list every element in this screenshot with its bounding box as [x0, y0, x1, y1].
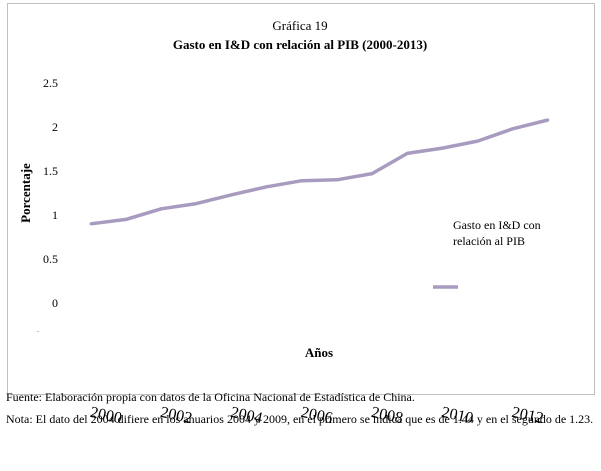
data-point: [546, 118, 550, 122]
y-tick-label: 2: [52, 120, 58, 134]
x-tick-label: 2006: [299, 404, 334, 427]
x-tick-label: 2008: [370, 404, 405, 427]
data-point: [335, 178, 339, 182]
chart-title: Gráfica 19: [272, 18, 327, 33]
series-layer: [89, 118, 550, 226]
x-axis-ticks: 2000 2002 2004 2006 2008 2010 2012: [89, 404, 546, 427]
chart-subtitle: Gasto en I&D con relación al PIB (2000-2…: [173, 37, 427, 52]
data-point: [511, 127, 515, 131]
data-point: [159, 207, 163, 211]
data-point: [265, 185, 269, 189]
footnote: Nota: El dato del 2004 difiere en los an…: [6, 412, 594, 426]
data-point: [230, 193, 234, 197]
x-tick-label: 2012: [510, 404, 545, 427]
x-tick-label: 2000: [89, 404, 124, 427]
legend-label-line2: relación al PIB: [453, 234, 525, 248]
data-point: [476, 139, 480, 143]
legend-label-line1: Gasto en I&D con: [453, 218, 541, 232]
data-point: [405, 151, 409, 155]
chart-frame: [7, 3, 595, 395]
chart-notes: Fuente: Elaboración propia con datos de …: [6, 386, 598, 430]
y-tick-label: 2.5: [43, 76, 58, 90]
y-axis-title: Porcentaje: [18, 163, 33, 223]
x-tick-label: 2004: [229, 404, 264, 427]
y-axis-ticks: 0 0.5 1 1.5 2 2.5: [43, 76, 58, 310]
data-point: [194, 202, 198, 206]
data-point: [124, 217, 128, 221]
x-tick-label: 2002: [159, 404, 194, 427]
source-note: Fuente: Elaboración propia con datos de …: [6, 390, 415, 404]
data-point: [89, 222, 93, 226]
series-line: [90, 118, 549, 226]
y-tick-label: 1: [52, 208, 58, 222]
y-tick-label: 1.5: [43, 164, 58, 178]
data-point: [300, 179, 304, 183]
y-tick-label: 0: [52, 296, 58, 310]
y-tick-label: 0.5: [43, 252, 58, 266]
x-axis-title: Años: [305, 345, 333, 360]
x-tick-label: 2010: [440, 404, 475, 427]
data-point: [370, 172, 374, 176]
data-point: [440, 146, 444, 150]
